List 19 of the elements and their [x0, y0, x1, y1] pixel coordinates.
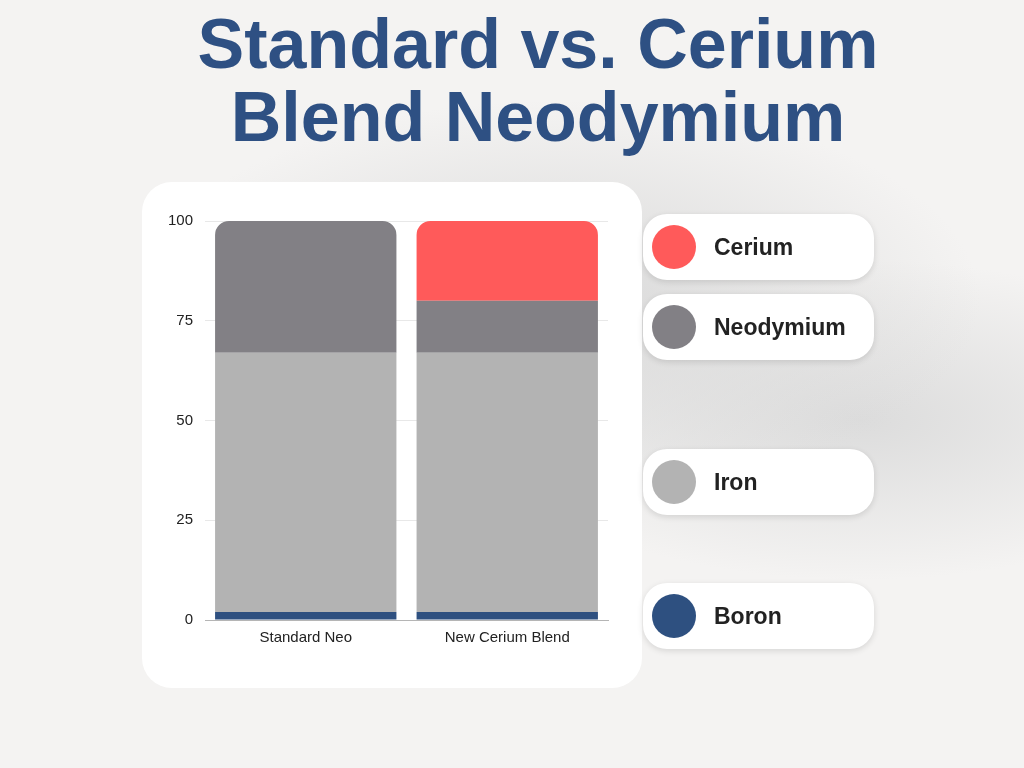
- bar: [416, 352, 598, 613]
- y-tick-label: 75: [176, 310, 193, 328]
- x-tick-label: New Cerium Blend: [444, 628, 570, 646]
- y-tick-label: 25: [176, 510, 193, 528]
- y-tick-label: 100: [167, 211, 193, 229]
- chart-title: Standard vs. Cerium Blend Neodymium: [196, 5, 880, 156]
- y-tick-label: 50: [176, 410, 193, 428]
- bar: [416, 221, 598, 301]
- bar: [215, 612, 397, 620]
- bar: [215, 221, 397, 353]
- legend-label: Boron: [714, 603, 782, 629]
- legend-label: Neodymium: [714, 313, 846, 340]
- legend-label: Cerium: [714, 233, 794, 260]
- bar: [416, 300, 598, 353]
- legend-label: Iron: [714, 469, 758, 496]
- bar: [215, 352, 397, 613]
- y-tick-label: 0: [184, 610, 193, 628]
- x-tick-label: Standard Neo: [259, 628, 353, 646]
- bar: [416, 612, 598, 620]
